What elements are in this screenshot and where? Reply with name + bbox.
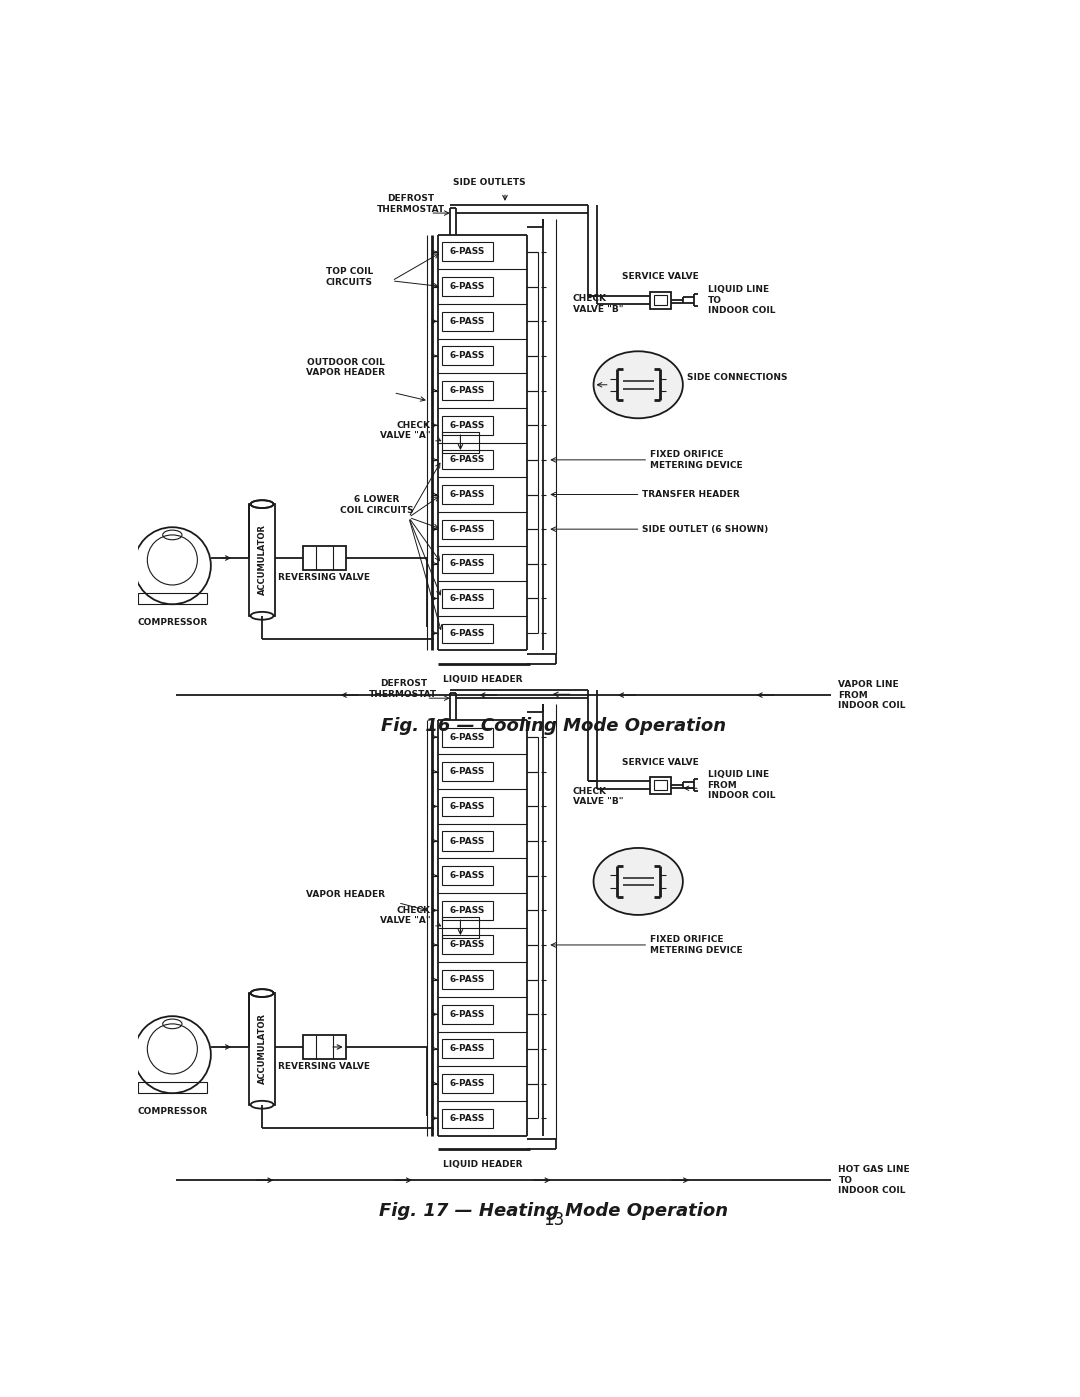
Text: COMPRESSOR: COMPRESSOR [137,617,207,627]
Text: DEFROST
THERMOSTAT: DEFROST THERMOSTAT [369,679,437,698]
Ellipse shape [251,500,273,509]
Bar [442,831,494,851]
Bar [442,450,494,469]
Bar [249,993,274,1105]
Text: 13: 13 [543,1211,564,1229]
Text: SIDE OUTLET (6 SHOWN): SIDE OUTLET (6 SHOWN) [642,525,768,534]
Ellipse shape [251,612,273,620]
Bar [442,866,494,886]
Text: 6-PASS: 6-PASS [450,940,485,950]
Bar [442,796,494,816]
Text: 6-PASS: 6-PASS [450,490,485,499]
Bar [303,1035,346,1059]
Text: 6-PASS: 6-PASS [450,732,485,742]
Bar [650,292,672,309]
Text: 6-PASS: 6-PASS [450,386,485,395]
Text: DEFROST
THERMOSTAT: DEFROST THERMOSTAT [377,194,445,214]
Bar [442,728,494,746]
Bar [442,918,480,937]
Text: 6-PASS: 6-PASS [450,802,485,810]
Text: SERVICE VALVE: SERVICE VALVE [622,757,699,767]
Text: 6-PASS: 6-PASS [450,837,485,845]
Text: 6-PASS: 6-PASS [450,594,485,604]
Bar [442,381,494,400]
Text: SIDE CONNECTIONS: SIDE CONNECTIONS [687,373,787,381]
Bar [442,277,494,296]
Text: 6-PASS: 6-PASS [450,317,485,326]
Bar [442,970,494,989]
Text: SIDE OUTLETS: SIDE OUTLETS [454,177,526,187]
Text: 6-PASS: 6-PASS [450,767,485,777]
Bar [442,555,494,573]
Text: 6-PASS: 6-PASS [450,1045,485,1053]
Text: 6 LOWER
COIL CIRCUITS: 6 LOWER COIL CIRCUITS [339,495,414,514]
Bar [442,623,494,643]
Text: 6-PASS: 6-PASS [450,559,485,569]
Bar [442,346,494,366]
Text: Fig. 17 — Heating Mode Operation: Fig. 17 — Heating Mode Operation [379,1201,728,1220]
Text: Fig. 16 — Cooling Mode Operation: Fig. 16 — Cooling Mode Operation [381,717,726,735]
Text: 6-PASS: 6-PASS [450,1113,485,1123]
Bar [442,901,494,919]
Text: CHECK
VALVE "B": CHECK VALVE "B" [572,295,623,314]
Bar [442,312,494,331]
Text: FIXED ORIFICE
METERING DEVICE: FIXED ORIFICE METERING DEVICE [650,935,742,954]
Text: REVERSING VALVE: REVERSING VALVE [278,573,370,581]
Text: VAPOR HEADER: VAPOR HEADER [306,890,386,898]
Text: TOP COIL
CIRCUITS: TOP COIL CIRCUITS [326,267,373,286]
Text: 6-PASS: 6-PASS [450,629,485,637]
Text: LIQUID HEADER: LIQUID HEADER [443,675,522,685]
Bar [442,432,480,453]
Text: VAPOR LINE
FROM
INDOOR COIL: VAPOR LINE FROM INDOOR COIL [838,680,906,710]
Bar [442,1039,494,1059]
Bar [442,1004,494,1024]
Text: ACCUMULATOR: ACCUMULATOR [257,1013,267,1084]
Bar [442,590,494,608]
Text: HOT GAS LINE
TO
INDOOR COIL: HOT GAS LINE TO INDOOR COIL [838,1165,910,1194]
Bar [303,546,346,570]
Text: 6-PASS: 6-PASS [450,905,485,915]
Text: SERVICE VALVE: SERVICE VALVE [622,272,699,281]
Bar [650,777,672,793]
Bar [442,520,494,539]
Bar [654,780,666,791]
Text: 6-PASS: 6-PASS [450,352,485,360]
Text: 6-PASS: 6-PASS [450,1078,485,1088]
Ellipse shape [594,351,683,418]
Text: CHECK
VALVE "A": CHECK VALVE "A" [380,905,430,925]
Bar [442,416,494,434]
Bar [654,295,666,305]
Ellipse shape [251,1101,273,1109]
Text: CHECK
VALVE "A": CHECK VALVE "A" [380,420,430,440]
Ellipse shape [594,848,683,915]
Text: 6-PASS: 6-PASS [450,975,485,983]
Bar [442,1109,494,1127]
Text: LIQUID LINE
TO
INDOOR COIL: LIQUID LINE TO INDOOR COIL [707,285,775,314]
Text: TRANSFER HEADER: TRANSFER HEADER [642,490,740,499]
Bar [442,243,494,261]
Bar [442,485,494,504]
Bar [442,763,494,781]
Text: 6-PASS: 6-PASS [450,247,485,257]
Text: OUTDOOR COIL
VAPOR HEADER: OUTDOOR COIL VAPOR HEADER [306,358,386,377]
Bar [249,504,274,616]
Bar [138,592,207,605]
Text: 6-PASS: 6-PASS [450,455,485,464]
Text: 6-PASS: 6-PASS [450,872,485,880]
Bar [138,1081,207,1094]
Text: COMPRESSOR: COMPRESSOR [137,1106,207,1116]
Ellipse shape [251,989,273,997]
Text: LIQUID HEADER: LIQUID HEADER [443,1160,522,1169]
Bar [442,1074,494,1092]
Text: 6-PASS: 6-PASS [450,420,485,430]
Bar [442,936,494,954]
Text: CHECK
VALVE "B": CHECK VALVE "B" [572,787,623,806]
Text: 6-PASS: 6-PASS [450,525,485,534]
Text: 6-PASS: 6-PASS [450,282,485,291]
Text: LIQUID LINE
FROM
INDOOR COIL: LIQUID LINE FROM INDOOR COIL [707,770,775,800]
Text: FIXED ORIFICE
METERING DEVICE: FIXED ORIFICE METERING DEVICE [650,450,742,469]
Text: ACCUMULATOR: ACCUMULATOR [257,524,267,595]
Text: 6-PASS: 6-PASS [450,1010,485,1018]
Text: REVERSING VALVE: REVERSING VALVE [278,1062,370,1070]
